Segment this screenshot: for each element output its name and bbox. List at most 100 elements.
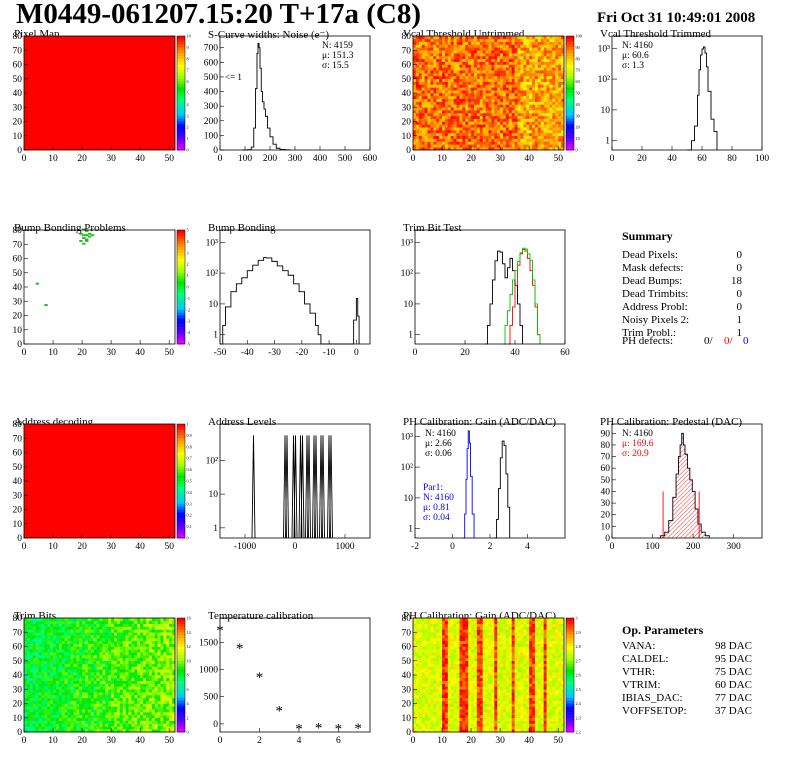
map-cell bbox=[166, 620, 170, 624]
map-cell bbox=[55, 623, 60, 627]
map-cell bbox=[462, 50, 466, 54]
palette-swatch bbox=[177, 315, 185, 319]
map-cell bbox=[151, 666, 155, 670]
map-cell bbox=[102, 729, 106, 733]
map-cell bbox=[546, 53, 550, 57]
map-cell bbox=[413, 118, 417, 122]
map-cell bbox=[140, 632, 144, 636]
map-cell bbox=[491, 107, 495, 111]
x-tick-label: 0 bbox=[22, 736, 27, 746]
map-cell bbox=[436, 58, 440, 62]
map-cell bbox=[491, 53, 495, 57]
map-cell bbox=[73, 655, 77, 659]
map-cell bbox=[415, 93, 420, 97]
map-cell bbox=[450, 124, 454, 128]
map-cell bbox=[491, 138, 495, 142]
palette-swatch bbox=[177, 252, 185, 257]
map-cell bbox=[561, 58, 565, 62]
map-cell bbox=[105, 706, 109, 710]
map-cell bbox=[47, 675, 51, 679]
map-cell bbox=[38, 643, 42, 647]
map-cell bbox=[64, 646, 68, 650]
map-cell bbox=[58, 717, 63, 721]
map-cell bbox=[58, 723, 63, 727]
map-cell bbox=[413, 90, 417, 94]
map-cell bbox=[485, 138, 489, 142]
map-cell bbox=[58, 680, 63, 684]
map-cell bbox=[415, 67, 420, 71]
map-cell bbox=[96, 686, 100, 690]
map-cell bbox=[471, 104, 475, 108]
map-cell bbox=[534, 67, 539, 71]
map-cell bbox=[84, 706, 89, 710]
map-cell bbox=[122, 623, 126, 627]
map-cell bbox=[84, 717, 89, 721]
map-cell bbox=[26, 717, 31, 721]
map-cell bbox=[549, 107, 553, 111]
map-cell bbox=[488, 101, 492, 105]
map-cell bbox=[67, 723, 71, 727]
map-cell bbox=[140, 657, 144, 662]
map-cell bbox=[70, 640, 74, 644]
map-cell bbox=[471, 112, 475, 117]
y-tick-label: 10³ bbox=[401, 238, 414, 248]
map-cell bbox=[447, 70, 452, 74]
map-cell bbox=[38, 626, 42, 630]
map-cell bbox=[114, 680, 118, 684]
map-cell bbox=[157, 618, 161, 622]
map-cell bbox=[494, 729, 498, 733]
map-cell bbox=[151, 717, 155, 721]
map-cell bbox=[96, 703, 100, 707]
map-cell bbox=[450, 38, 454, 42]
map-cell bbox=[163, 640, 167, 644]
map-cell bbox=[96, 618, 100, 622]
series-line bbox=[242, 42, 291, 151]
palette-swatch bbox=[177, 67, 185, 71]
map-cell bbox=[546, 132, 550, 137]
map-cell bbox=[523, 124, 527, 128]
map-cell bbox=[38, 669, 42, 673]
map-cell bbox=[128, 632, 132, 636]
map-cell bbox=[160, 703, 164, 707]
map-cell bbox=[163, 643, 167, 647]
map-cell bbox=[453, 104, 457, 108]
map-cell bbox=[465, 55, 469, 60]
map-cell bbox=[491, 41, 495, 45]
map-cell bbox=[471, 93, 475, 97]
map-cell bbox=[140, 689, 144, 693]
map-cell bbox=[468, 84, 472, 88]
map-cell bbox=[479, 107, 483, 111]
map-cell bbox=[500, 107, 504, 111]
palette-swatch bbox=[177, 121, 185, 125]
plot-frame bbox=[219, 229, 371, 345]
palette-swatch bbox=[566, 138, 574, 142]
map-cell bbox=[418, 101, 423, 105]
map-cell bbox=[131, 714, 135, 719]
map-cell bbox=[76, 686, 80, 690]
map-cell bbox=[473, 118, 478, 122]
palette-label: 40 bbox=[576, 102, 580, 107]
map-cell bbox=[532, 50, 536, 54]
map-cell bbox=[514, 729, 518, 733]
map-cell bbox=[413, 144, 417, 148]
map-cell bbox=[534, 107, 539, 111]
map-cell bbox=[537, 41, 542, 45]
map-cell bbox=[82, 694, 86, 699]
map-cell bbox=[497, 147, 501, 151]
map-cell bbox=[134, 689, 138, 693]
map-cell bbox=[32, 620, 36, 624]
map-cell bbox=[505, 95, 510, 99]
map-cell bbox=[35, 660, 39, 664]
map-cell bbox=[497, 135, 501, 139]
map-cell bbox=[450, 75, 454, 80]
x-tick-label: 0 bbox=[610, 542, 615, 552]
map-cell bbox=[145, 620, 150, 624]
map-cell bbox=[148, 692, 153, 696]
map-cell bbox=[76, 697, 80, 701]
map-cell bbox=[93, 726, 97, 730]
map-cell bbox=[157, 689, 161, 693]
map-cell bbox=[67, 683, 71, 687]
map-cell bbox=[122, 706, 126, 710]
map-cell bbox=[465, 93, 469, 97]
map-cell bbox=[38, 620, 42, 624]
